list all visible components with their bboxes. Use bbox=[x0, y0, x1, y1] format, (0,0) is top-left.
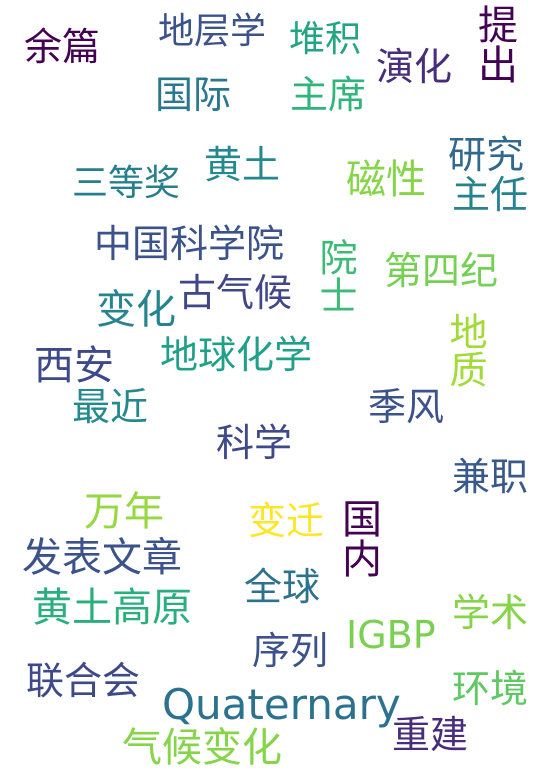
word: 中国科学院 bbox=[94, 222, 285, 266]
word: 研究 bbox=[448, 133, 525, 177]
word: 西安 bbox=[34, 343, 114, 389]
word: 三等奖 bbox=[72, 163, 181, 204]
word: IGBP bbox=[346, 613, 436, 657]
word-vertical: 院士 bbox=[313, 238, 357, 314]
word: 万年 bbox=[84, 489, 164, 535]
word: 季风 bbox=[368, 385, 445, 429]
word: 黄土高原 bbox=[32, 585, 192, 631]
word: 主任 bbox=[452, 173, 529, 217]
word: 联合会 bbox=[26, 659, 141, 703]
word: 地球化学 bbox=[160, 333, 313, 377]
word: 发表文章 bbox=[22, 535, 182, 581]
word-vertical: 国内 bbox=[335, 498, 381, 578]
word: 黄土 bbox=[204, 143, 281, 187]
word: 学术 bbox=[452, 591, 529, 635]
word: 变化 bbox=[96, 287, 176, 333]
word: 第四纪 bbox=[384, 249, 499, 293]
word: 环境 bbox=[452, 667, 529, 711]
word: 主席 bbox=[290, 73, 367, 117]
word: 变迁 bbox=[248, 499, 325, 543]
word: 科学 bbox=[216, 421, 293, 465]
word: 国际 bbox=[155, 73, 232, 117]
word: 演化 bbox=[376, 45, 453, 89]
word: Quaternary bbox=[162, 680, 401, 729]
word: 最近 bbox=[72, 385, 149, 429]
word: 地层学 bbox=[158, 11, 267, 52]
word: 堆积 bbox=[289, 19, 362, 60]
word: 重建 bbox=[392, 713, 469, 757]
word-vertical: 地质 bbox=[443, 312, 487, 388]
word: 气候变化 bbox=[122, 725, 282, 771]
word: 古气候 bbox=[178, 271, 293, 315]
word: 余篇 bbox=[24, 25, 101, 69]
word: 兼职 bbox=[452, 455, 529, 499]
word-vertical: 提出 bbox=[471, 4, 517, 84]
word: 序列 bbox=[252, 629, 329, 673]
word: 磁性 bbox=[346, 157, 426, 203]
word: 全球 bbox=[244, 565, 321, 609]
